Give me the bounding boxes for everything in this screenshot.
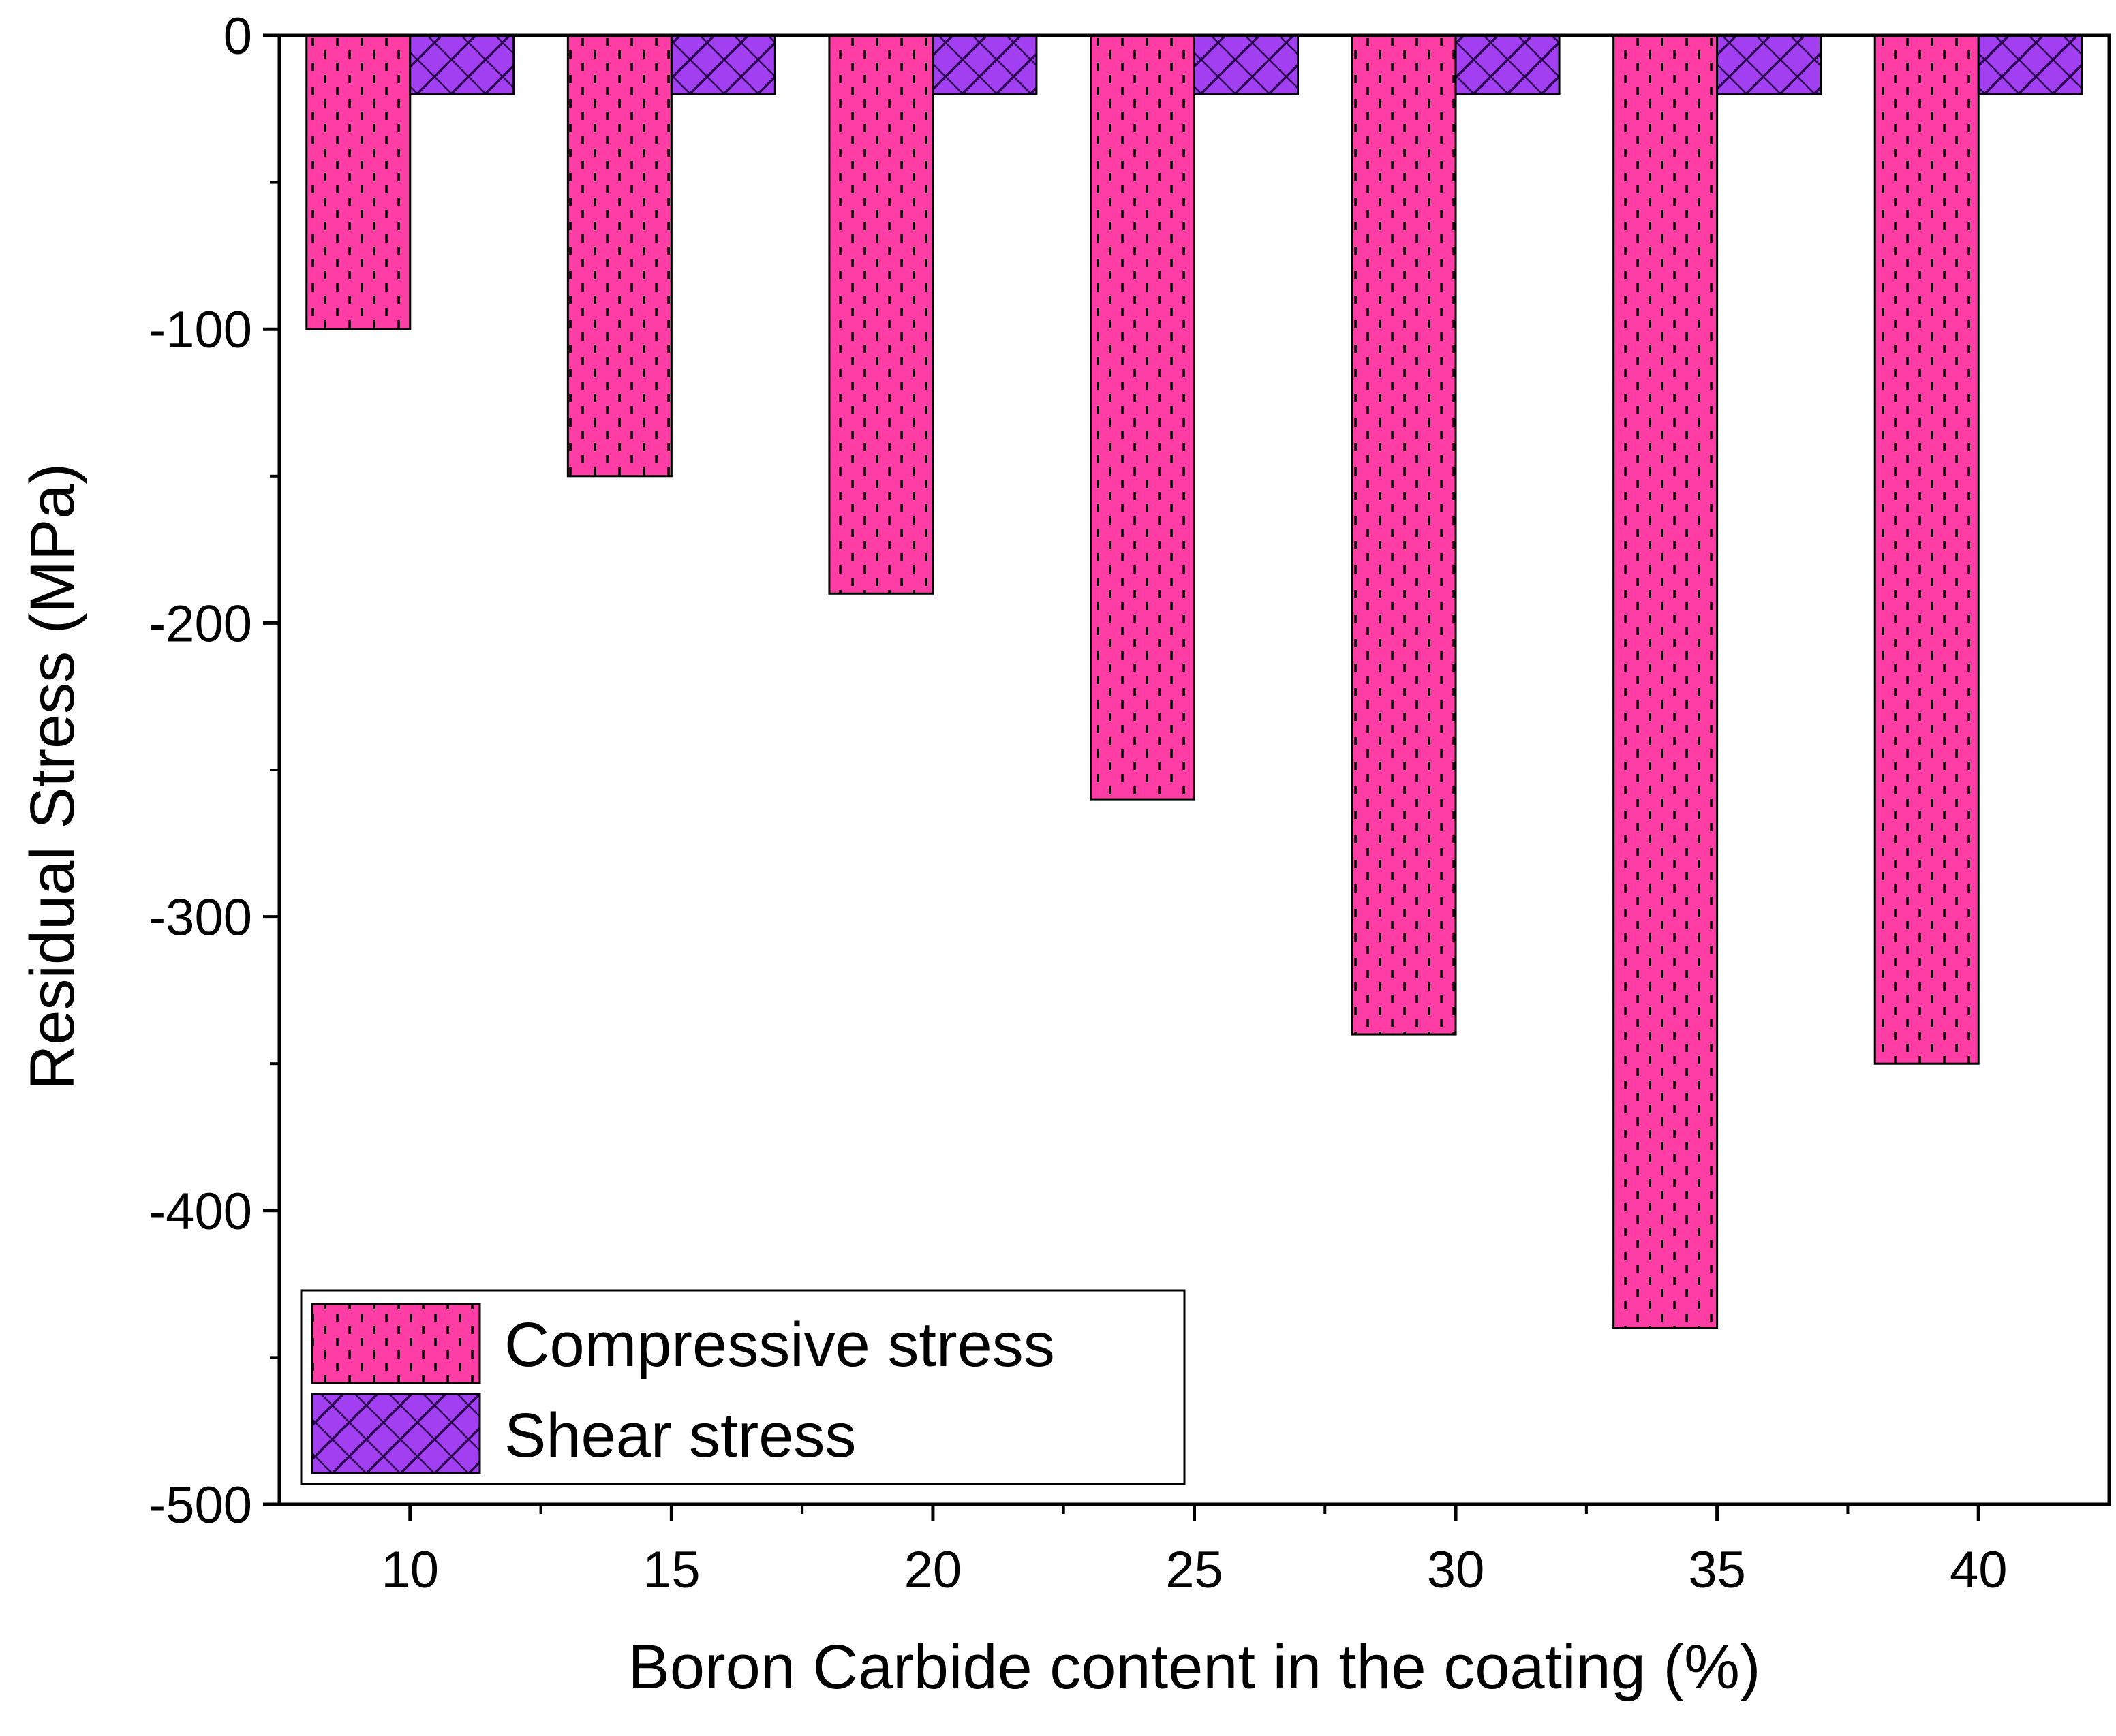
bar-compressive-10 (305, 34, 412, 330)
y-axis: 0 -100 -200 -300 -400 -500 (149, 7, 279, 1534)
x-tick-label: 40 (1950, 1541, 2008, 1599)
x-axis-title: Boron Carbide content in the coating (%) (628, 1632, 1760, 1702)
bar-compressive-25 (1090, 34, 1195, 801)
x-tick-label: 10 (382, 1541, 440, 1599)
legend: Compressive stress Shear stress (300, 1289, 1186, 1485)
bar-shear-30 (1454, 34, 1561, 95)
x-tick-label: 25 (1165, 1541, 1223, 1599)
x-tick-label: 15 (643, 1541, 701, 1599)
y-tick-label: 0 (224, 7, 252, 65)
bar-shear-25 (1193, 34, 1299, 95)
y-axis-title: Residual Stress (MPa) (18, 463, 87, 1090)
bar-shear-40 (1977, 34, 2083, 95)
bar-compressive-35 (1612, 34, 1719, 1329)
x-tick-label: 30 (1427, 1541, 1485, 1599)
legend-label-compressive: Compressive stress (504, 1310, 1055, 1380)
bar-shear-20 (932, 34, 1038, 95)
bar-shear-10 (409, 34, 515, 95)
x-tick-label: 35 (1688, 1541, 1746, 1599)
bar-shear-15 (670, 34, 776, 95)
bar-shear-35 (1716, 34, 1822, 95)
bar-compressive-20 (828, 34, 934, 595)
legend-swatch-compressive (311, 1303, 481, 1384)
y-tick-label: -200 (149, 595, 252, 653)
y-tick-label: -300 (149, 889, 252, 947)
bar-compressive-30 (1351, 34, 1457, 1036)
legend-label-shear: Shear stress (504, 1401, 856, 1470)
y-tick-label: -500 (149, 1476, 252, 1534)
bar-compressive-40 (1873, 34, 1980, 1065)
x-axis: 10 15 20 25 30 35 40 (382, 1504, 2008, 1599)
legend-swatch-shear (311, 1393, 481, 1474)
x-tick-label: 20 (904, 1541, 962, 1599)
bar-compressive-15 (566, 34, 673, 478)
bars-layer (305, 34, 2083, 1329)
y-tick-label: -400 (149, 1183, 252, 1241)
y-tick-label: -100 (149, 301, 252, 359)
